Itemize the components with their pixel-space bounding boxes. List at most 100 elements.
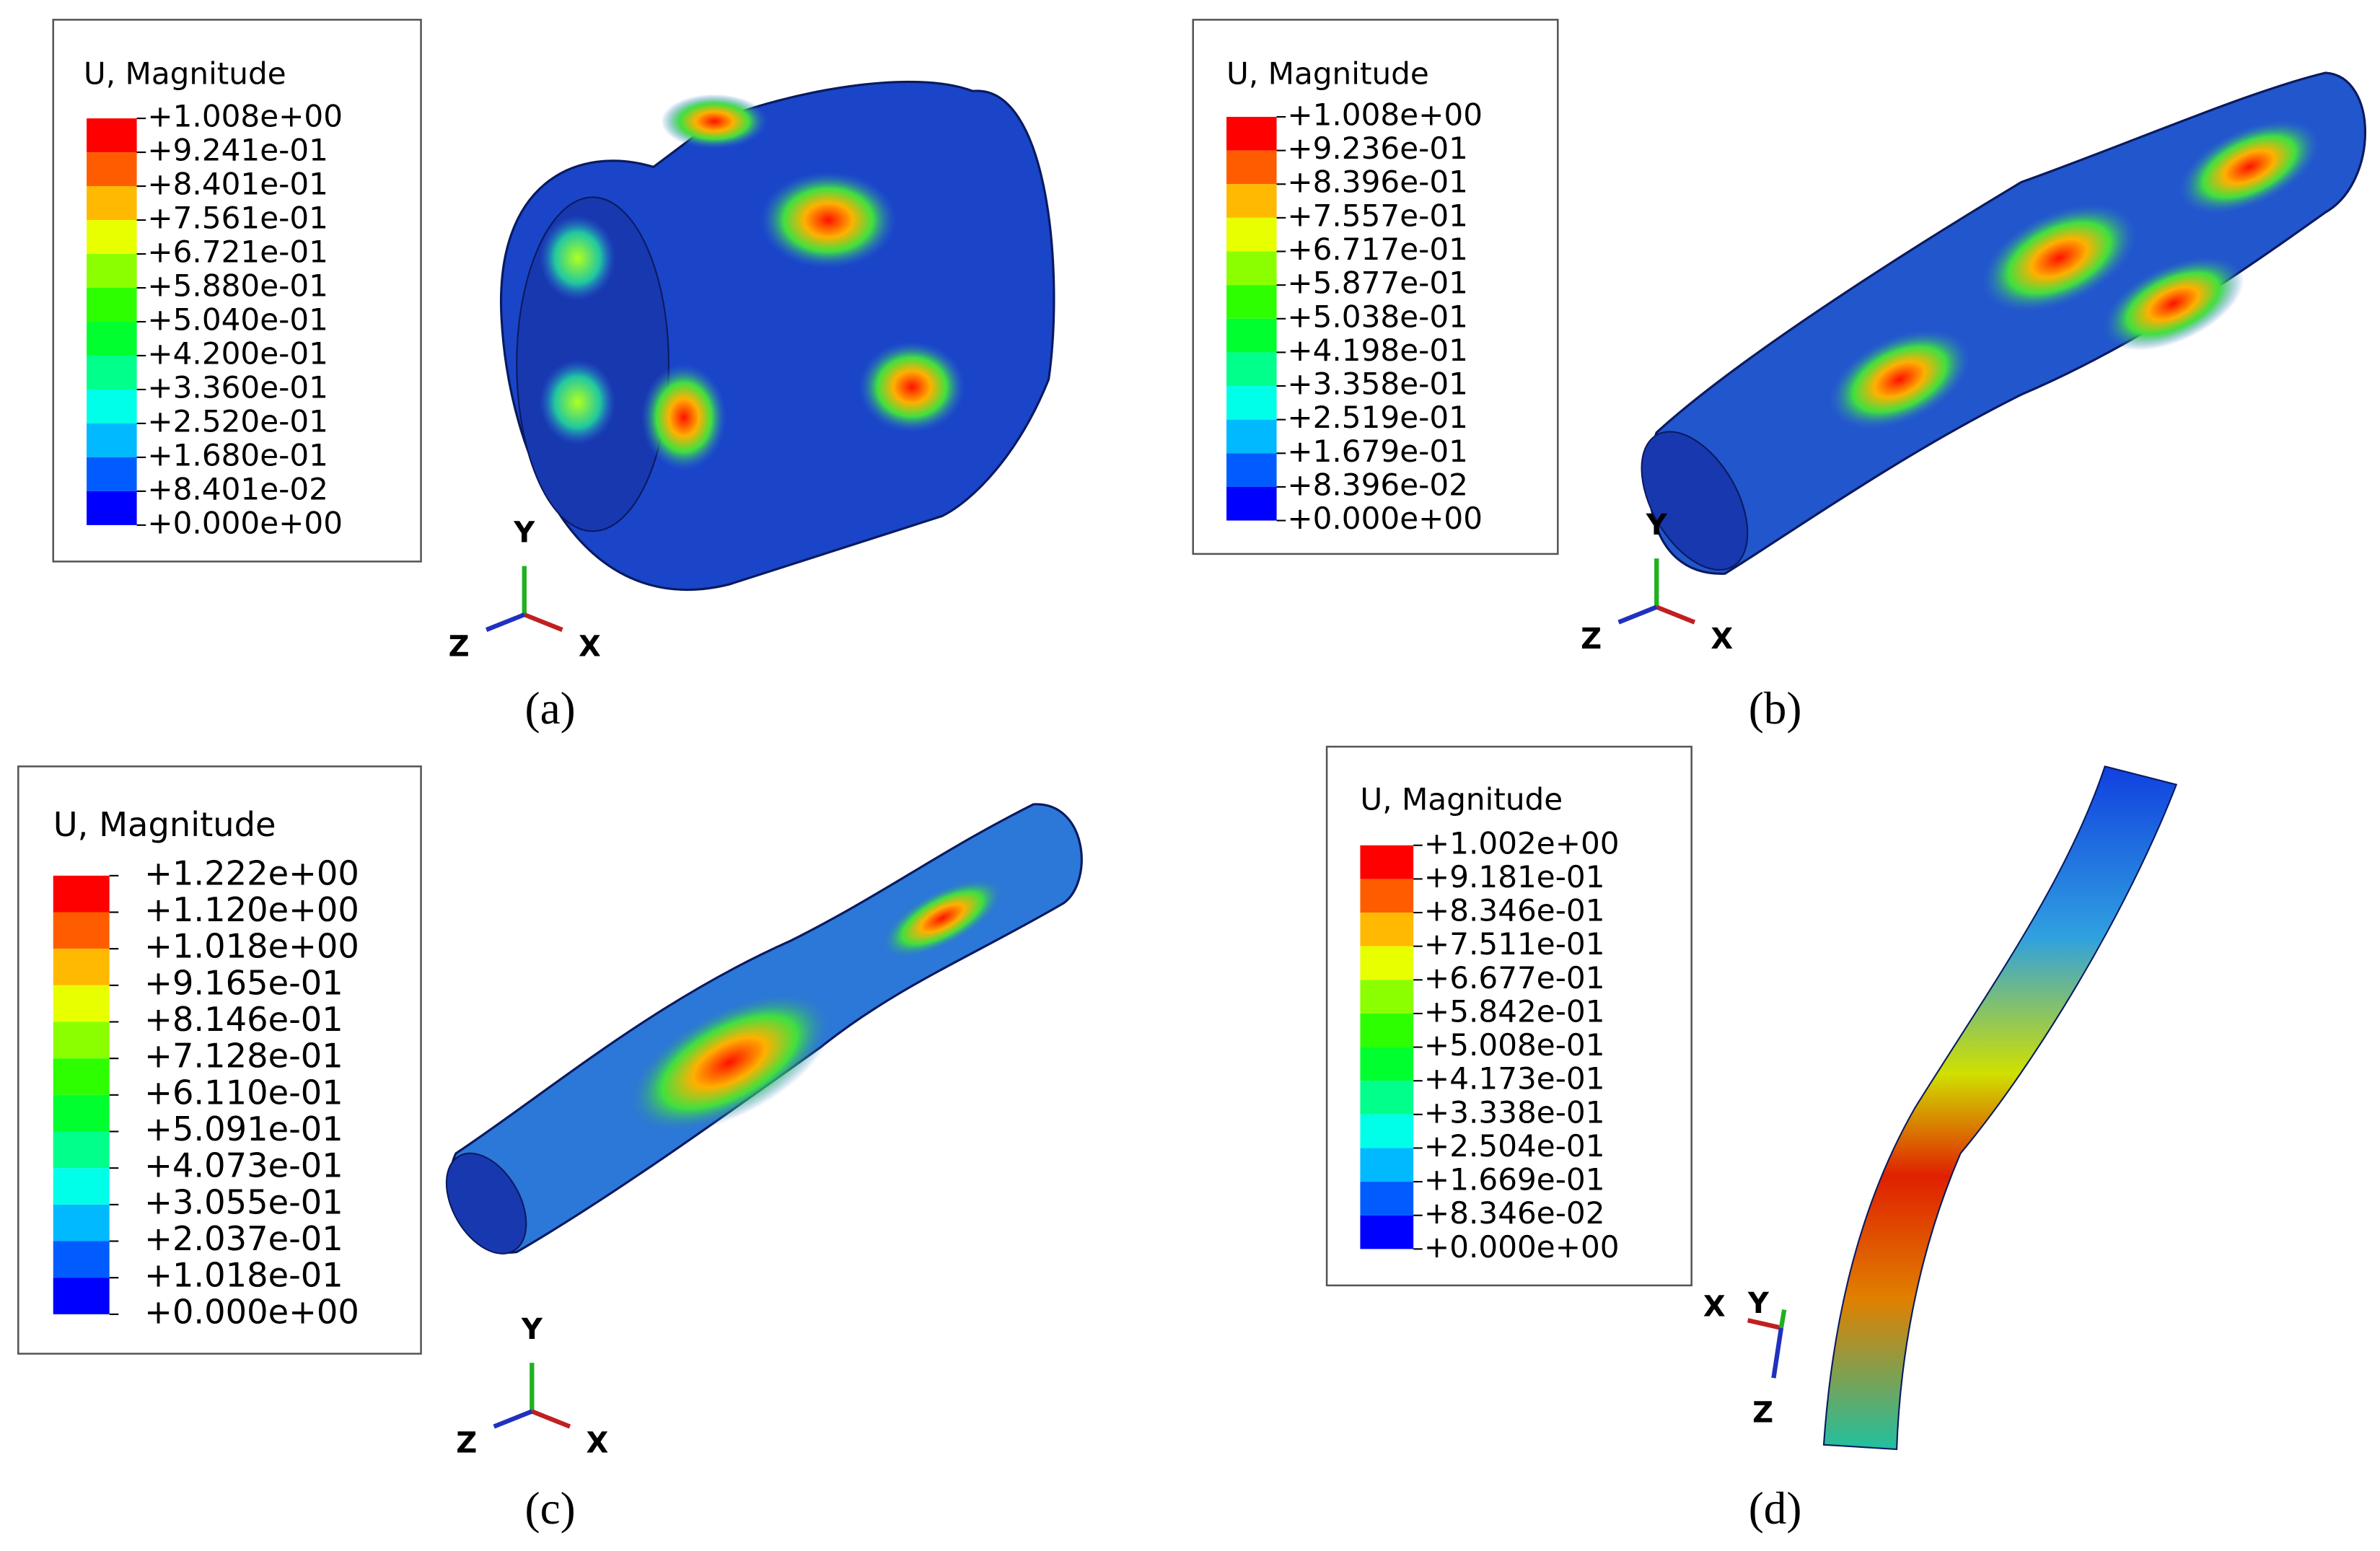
axis-y	[1778, 1309, 1787, 1329]
legend-title: U, Magnitude	[1226, 56, 1429, 92]
legend-label: +1.222e+00	[144, 853, 359, 892]
legend-band	[87, 186, 137, 221]
axis-label: Z	[1752, 1397, 1773, 1430]
legend-label: +2.504e-01	[1424, 1128, 1605, 1164]
legend-band	[1360, 1013, 1414, 1047]
legend-band	[53, 1241, 110, 1278]
legend-label: +3.055e-01	[144, 1182, 343, 1221]
legend-label: +4.198e-01	[1287, 333, 1468, 368]
legend-label: +8.346e-02	[1424, 1195, 1605, 1231]
legend-label: +5.842e-01	[1424, 993, 1605, 1029]
legend-label: +3.358e-01	[1287, 366, 1468, 402]
legend-band	[1360, 1148, 1414, 1182]
axis-label: Z	[449, 630, 470, 663]
legend-band	[87, 389, 137, 423]
legend-band	[1226, 318, 1277, 353]
caption: (a)	[525, 683, 576, 734]
legend-title: U, Magnitude	[53, 805, 276, 844]
legend-title: U, Magnitude	[1360, 781, 1563, 817]
axis-x	[531, 1409, 571, 1429]
legend-label: +1.002e+00	[1424, 825, 1620, 861]
model-c	[445, 803, 1083, 1255]
legend-band	[87, 254, 137, 289]
legend-band	[53, 1168, 110, 1205]
legend-label: +1.018e-01	[144, 1256, 343, 1295]
legend-band	[1360, 980, 1414, 1014]
axis-z	[1771, 1327, 1784, 1379]
model-a	[499, 80, 1055, 591]
axis-label: Y	[1747, 1287, 1770, 1320]
legend-label: +8.396e-02	[1287, 467, 1468, 502]
legend-band	[87, 457, 137, 491]
legend-label: +6.717e-01	[1287, 232, 1468, 267]
legend-band	[1226, 285, 1277, 319]
legend-band	[1226, 453, 1277, 487]
legend-band	[87, 491, 137, 525]
legend-band	[87, 321, 137, 356]
legend-label: +8.401e-02	[147, 471, 328, 506]
legend-band	[53, 875, 110, 913]
legend-band	[1360, 879, 1414, 913]
caption: (b)	[1749, 683, 1802, 734]
legend-band	[1226, 184, 1277, 218]
legend-band	[1360, 1182, 1414, 1216]
legend-band	[1360, 946, 1414, 980]
legend-label: +5.880e-01	[147, 268, 328, 304]
legend-label: +1.120e+00	[144, 890, 359, 929]
legend-label: +1.679e-01	[1287, 434, 1468, 469]
legend-band	[1226, 116, 1277, 151]
legend-band	[87, 355, 137, 390]
caption: (d)	[1749, 1483, 1802, 1534]
legend-label: +0.000e+00	[1287, 501, 1483, 536]
model-d	[1822, 765, 2178, 1451]
axis-label: X	[579, 630, 601, 663]
axis-label: Y	[513, 517, 535, 550]
legend-label: +4.200e-01	[147, 335, 328, 371]
legend-label: +5.091e-01	[144, 1110, 343, 1148]
legend-label: +1.669e-01	[1424, 1162, 1605, 1198]
legend-band	[87, 118, 137, 153]
axis-z	[493, 1409, 533, 1429]
legend-label: +7.128e-01	[144, 1037, 343, 1076]
legend-label: +6.721e-01	[147, 234, 328, 270]
legend-band	[1360, 1081, 1414, 1115]
axis-label: Y	[521, 1313, 543, 1346]
caption: (c)	[525, 1483, 576, 1534]
legend-band	[1360, 845, 1414, 879]
legend-band	[53, 1094, 110, 1132]
axis-label: X	[1711, 623, 1733, 656]
legend-label: +5.877e-01	[1287, 265, 1468, 301]
legend-label: +3.338e-01	[1424, 1094, 1605, 1130]
legend-title: U, Magnitude	[84, 56, 286, 92]
axis-x	[523, 612, 563, 632]
axis-label: Z	[456, 1427, 477, 1460]
legend-band	[87, 423, 137, 457]
legend-band	[1360, 913, 1414, 946]
model-b	[1641, 71, 2367, 575]
legend-label: +5.008e-01	[1424, 1027, 1605, 1063]
legend-label: +1.680e-01	[147, 437, 328, 473]
legend-band	[53, 912, 110, 949]
legend-band	[1360, 1114, 1414, 1148]
legend-label: +1.018e+00	[144, 927, 359, 966]
legend-band	[1226, 150, 1277, 185]
legend-label: +6.677e-01	[1424, 960, 1605, 996]
legend-label: +5.040e-01	[147, 302, 328, 338]
legend-band	[1226, 217, 1277, 252]
legend-band	[1226, 419, 1277, 454]
legend-band	[1226, 251, 1277, 286]
axis-label: X	[1703, 1290, 1726, 1323]
legend-label: +0.000e+00	[144, 1292, 359, 1331]
legend-band	[53, 1204, 110, 1242]
legend-label: +8.401e-01	[147, 167, 328, 202]
legend-label: +8.146e-01	[144, 1000, 343, 1039]
legend-label: +7.557e-01	[1287, 198, 1468, 233]
axis-z	[1617, 605, 1658, 625]
legend-band	[1226, 386, 1277, 420]
legend-label: +7.561e-01	[147, 201, 328, 236]
legend-label: +9.165e-01	[144, 963, 343, 1002]
legend-band	[53, 1278, 110, 1314]
legend-label: +3.360e-01	[147, 369, 328, 405]
